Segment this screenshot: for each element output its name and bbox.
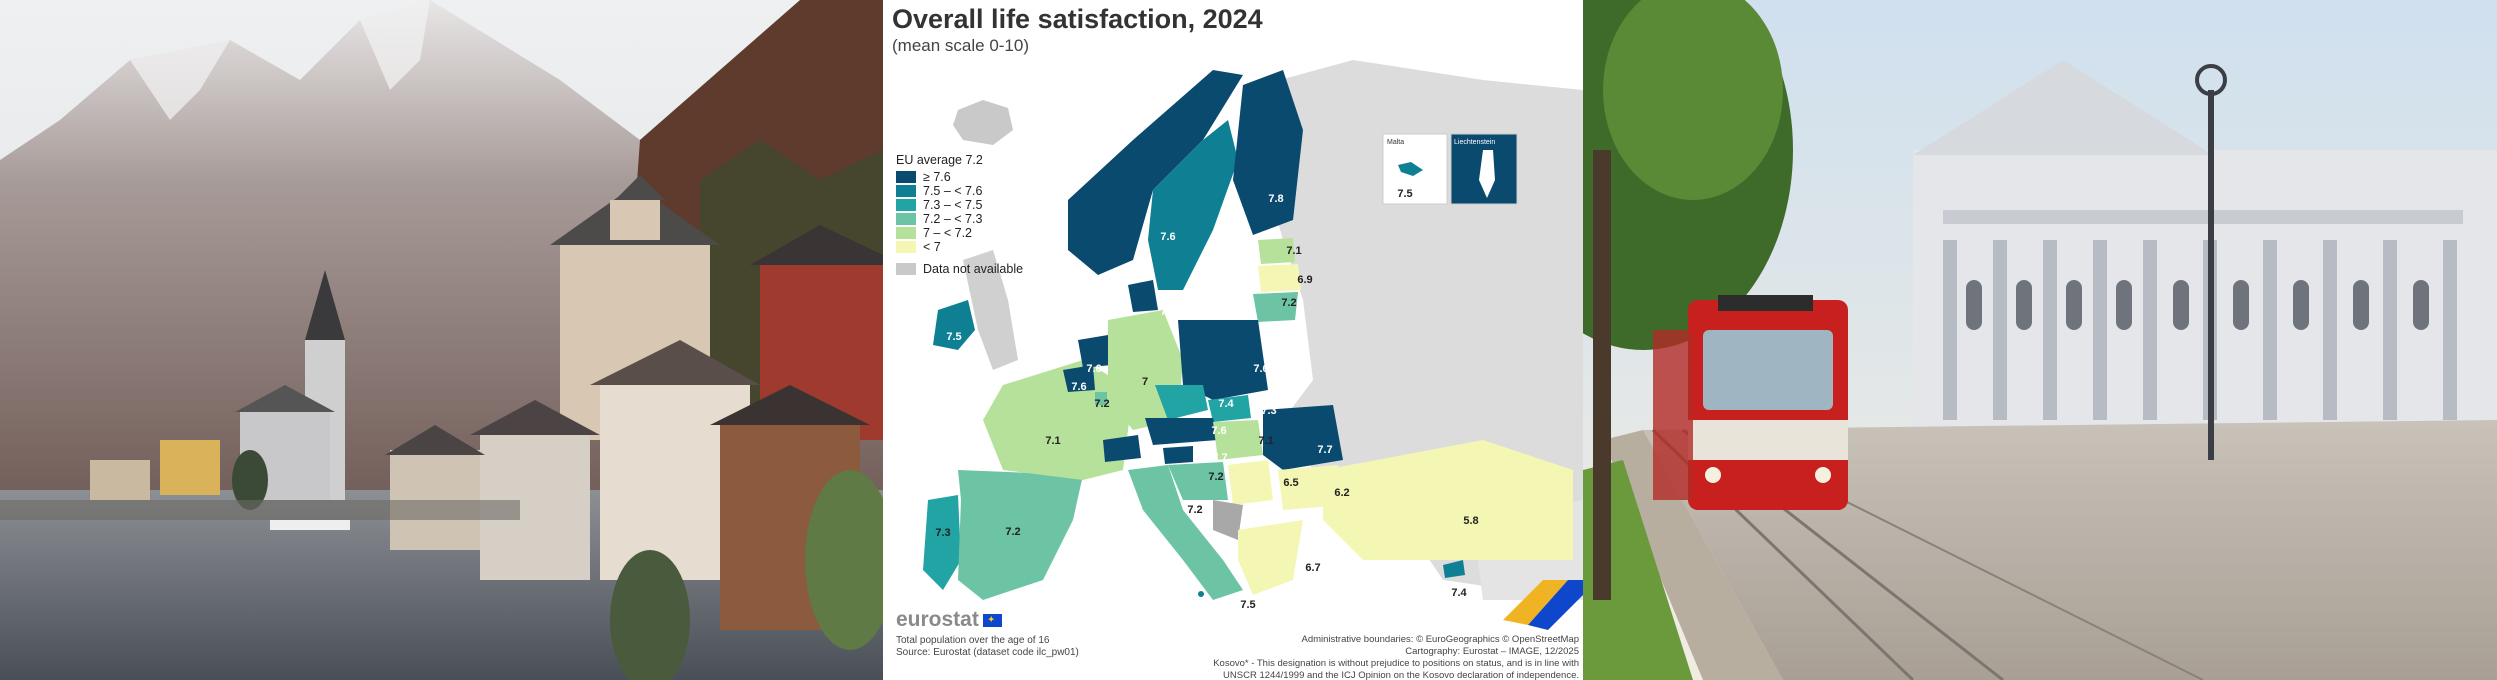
- region-sweden: [1148, 120, 1238, 290]
- label-netherlands: 7.6: [1086, 363, 1101, 375]
- eu-flag-icon: [982, 613, 1002, 627]
- region-ireland: [933, 300, 975, 350]
- region-denmark: [1128, 280, 1158, 312]
- label-czechia: 7.4: [1218, 398, 1234, 410]
- label-austria: 7.6: [1211, 425, 1226, 437]
- map-footnote-source: Total population over the age of 16 Sour…: [896, 635, 1079, 658]
- vienna-tram-photo: [1583, 0, 2497, 680]
- region-switzerland: [1103, 435, 1141, 462]
- map-subtitle: (mean scale 0-10): [892, 36, 1030, 55]
- label-greece: 6.7: [1305, 562, 1320, 574]
- label-poland: 7.6: [1253, 363, 1268, 375]
- label-norway: 7.6: [1160, 231, 1175, 243]
- label-romania: 7.7: [1317, 444, 1332, 456]
- corner-stripe-yellow: [1503, 580, 1568, 625]
- europe-choropleth-map: 7.5 7.3 7.2 7.1 7.6 7.6 7.2 7 7.6 7.6 7.…: [923, 60, 1583, 630]
- label-slovakia: 7.3: [1261, 405, 1276, 417]
- region-spain: [958, 470, 1083, 600]
- region-lithuania: [1253, 292, 1298, 322]
- legend-item: 7.2 – < 7.3: [896, 212, 1023, 226]
- region-france: [983, 360, 1133, 480]
- map-legend: EU average 7.2 ≥ 7.6 7.5 – < 7.6 7.3 – <…: [896, 153, 1023, 276]
- liechtenstein-inset-title: Liechtenstein: [1454, 139, 1495, 146]
- map-footnote-credits: Administrative boundaries: © EuroGeograp…: [1213, 634, 1579, 680]
- label-turkey: 5.8: [1463, 515, 1478, 527]
- uk-region: [963, 250, 1018, 370]
- legend-item: 7 – < 7.2: [896, 226, 1023, 240]
- life-satisfaction-map-panel: Overall life satisfaction, 2024 (mean sc…: [883, 0, 1583, 680]
- label-malta: 7.5: [1240, 599, 1255, 611]
- corner-stripe-blue: [1528, 580, 1583, 630]
- region-poland: [1178, 320, 1268, 400]
- region-iceland: [953, 100, 1013, 145]
- region-turkey: [1323, 440, 1573, 560]
- label-spain: 7.2: [1005, 526, 1020, 538]
- label-bulgaria: 6.2: [1334, 487, 1349, 499]
- region-slovakia: [1208, 395, 1251, 422]
- label-portugal: 7.3: [935, 527, 950, 539]
- region-greece: [1238, 520, 1303, 595]
- label-italy: 7.2: [1187, 504, 1202, 516]
- label-finland: 7.8: [1268, 193, 1283, 205]
- label-latvia: 6.9: [1297, 274, 1312, 286]
- region-belgium: [1063, 365, 1095, 392]
- region-czechia: [1155, 385, 1208, 420]
- label-serbia: 6.5: [1283, 477, 1298, 489]
- malta-inset-value: 7.5: [1397, 188, 1412, 200]
- region-romania: [1263, 405, 1343, 470]
- legend-item: < 7: [896, 240, 1023, 254]
- label-denmark: 7.6: [1160, 306, 1175, 318]
- legend-title: EU average 7.2: [896, 153, 983, 167]
- region-austria: [1145, 418, 1218, 445]
- region-malta: [1198, 591, 1204, 597]
- region-croatia: [1168, 462, 1228, 500]
- legend-item: 7.5 – < 7.6: [896, 184, 1023, 198]
- region-serbia: [1228, 460, 1273, 505]
- label-france: 7.1: [1045, 435, 1060, 447]
- label-belgium: 7.6: [1071, 381, 1086, 393]
- region-estonia: [1258, 238, 1295, 264]
- label-slovenia: 7.7: [1212, 452, 1227, 464]
- label-lithuania: 7.2: [1281, 297, 1296, 309]
- region-finland: [1233, 70, 1303, 235]
- eurostat-logo: eurostat: [896, 608, 1002, 632]
- malta-inset: Malta 7.5: [1382, 133, 1448, 205]
- label-ireland: 7.5: [946, 331, 961, 343]
- region-norway: [1068, 70, 1243, 275]
- legend-item: 7.3 – < 7.5: [896, 198, 1023, 212]
- region-netherlands: [1078, 335, 1111, 368]
- malta-inset-title: Malta: [1387, 139, 1404, 146]
- region-portugal: [923, 495, 961, 590]
- liechtenstein-inset: Liechtenstein: [1450, 133, 1518, 205]
- map-title: Overall life satisfaction, 2024: [892, 4, 1263, 34]
- label-croatia: 7.2: [1208, 471, 1223, 483]
- region-latvia: [1258, 264, 1301, 292]
- legend-item: ≥ 7.6: [896, 170, 1023, 184]
- legend-na-item: Data not available: [896, 262, 1023, 276]
- region-luxembourg: [1095, 392, 1107, 405]
- label-sweden: 7.4: [1205, 252, 1221, 264]
- region-italy: [1128, 465, 1243, 600]
- label-estonia: 7.1: [1286, 245, 1301, 257]
- label-hungary: 7.1: [1258, 435, 1273, 447]
- region-cyprus: [1443, 560, 1465, 578]
- hallstatt-village-photo: [0, 0, 883, 680]
- label-cyprus: 7.4: [1451, 587, 1467, 599]
- label-switzerland: 7.7: [1141, 444, 1156, 456]
- region-hungary: [1213, 420, 1263, 460]
- label-luxembourg: 7.2: [1094, 398, 1109, 410]
- region-slovenia: [1163, 446, 1193, 464]
- label-germany: 7: [1142, 376, 1148, 388]
